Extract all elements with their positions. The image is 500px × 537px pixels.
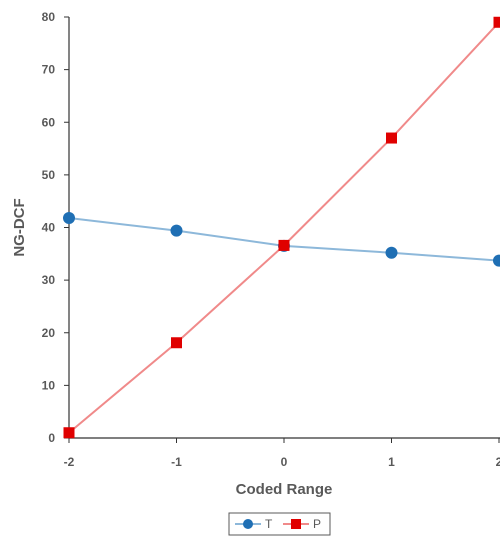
data-point <box>63 212 75 225</box>
series-line <box>68 217 500 262</box>
legend-marker <box>291 519 301 529</box>
legend-box <box>228 512 331 536</box>
data-point <box>63 427 75 439</box>
y-tick-group: 0 10 20 30 40 50 60 70 80 <box>42 10 69 445</box>
data-point <box>385 246 398 259</box>
y-axis-title: NG-DCF <box>11 198 28 256</box>
y-tick-label: 30 <box>42 273 56 287</box>
data-point <box>170 224 183 237</box>
x-tick-label: 0 <box>281 455 288 469</box>
legend-marker <box>243 519 253 529</box>
x-tick-group: -2 -1 0 1 2 <box>64 438 500 469</box>
y-tick-label: 40 <box>42 221 56 235</box>
y-tick-label: 80 <box>42 10 56 24</box>
x-tick-label: 1 <box>388 455 395 469</box>
series-P <box>63 16 500 439</box>
data-point <box>171 337 182 349</box>
data-point <box>278 239 290 251</box>
y-tick-label: 20 <box>42 326 56 340</box>
x-tick-label: -1 <box>171 455 182 469</box>
legend-label: P <box>313 517 321 531</box>
data-point <box>493 254 500 267</box>
y-tick-label: 60 <box>42 115 56 129</box>
series-line <box>68 21 500 434</box>
series-layer <box>63 16 500 439</box>
y-tick-label: 10 <box>42 378 56 392</box>
legend-label: T <box>265 517 273 531</box>
series-T <box>63 212 500 267</box>
legend-item-T: T <box>235 517 273 531</box>
x-tick-label: 2 <box>496 455 500 469</box>
axes <box>68 17 500 439</box>
x-axis-title: Coded Range <box>236 481 333 498</box>
y-tick-label: 50 <box>42 168 56 182</box>
y-tick-label: 70 <box>42 63 56 77</box>
legend-item-P: P <box>283 517 321 531</box>
y-tick-label: 0 <box>48 431 55 445</box>
data-point <box>386 132 397 144</box>
data-point <box>493 16 500 28</box>
x-tick-label: -2 <box>64 455 75 469</box>
